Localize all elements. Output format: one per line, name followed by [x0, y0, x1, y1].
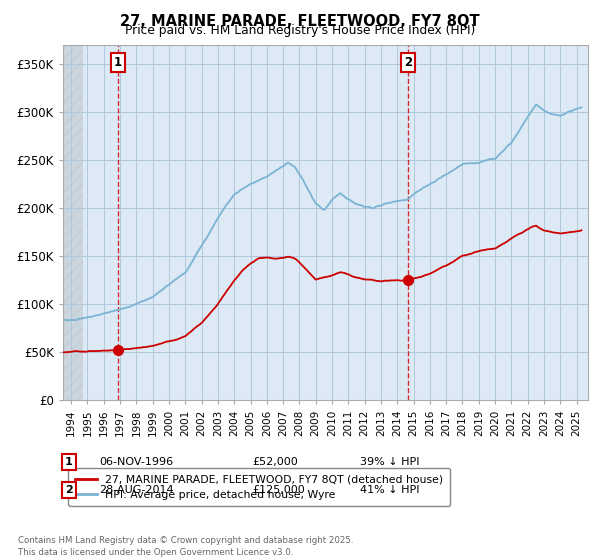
- Legend: 27, MARINE PARADE, FLEETWOOD, FY7 8QT (detached house), HPI: Average price, deta: 27, MARINE PARADE, FLEETWOOD, FY7 8QT (d…: [68, 468, 450, 506]
- Text: 41% ↓ HPI: 41% ↓ HPI: [360, 485, 419, 495]
- Text: £125,000: £125,000: [252, 485, 305, 495]
- Text: 2: 2: [65, 485, 73, 495]
- Text: £52,000: £52,000: [252, 457, 298, 467]
- Text: 28-AUG-2014: 28-AUG-2014: [99, 485, 173, 495]
- Text: Price paid vs. HM Land Registry's House Price Index (HPI): Price paid vs. HM Land Registry's House …: [125, 24, 475, 37]
- Text: 2: 2: [404, 55, 412, 68]
- Text: 1: 1: [65, 457, 73, 467]
- Text: 06-NOV-1996: 06-NOV-1996: [99, 457, 173, 467]
- Bar: [63, 45, 83, 400]
- Text: 1: 1: [113, 55, 122, 68]
- Text: Contains HM Land Registry data © Crown copyright and database right 2025.
This d: Contains HM Land Registry data © Crown c…: [18, 536, 353, 557]
- Text: 27, MARINE PARADE, FLEETWOOD, FY7 8QT: 27, MARINE PARADE, FLEETWOOD, FY7 8QT: [120, 14, 480, 29]
- Text: 39% ↓ HPI: 39% ↓ HPI: [360, 457, 419, 467]
